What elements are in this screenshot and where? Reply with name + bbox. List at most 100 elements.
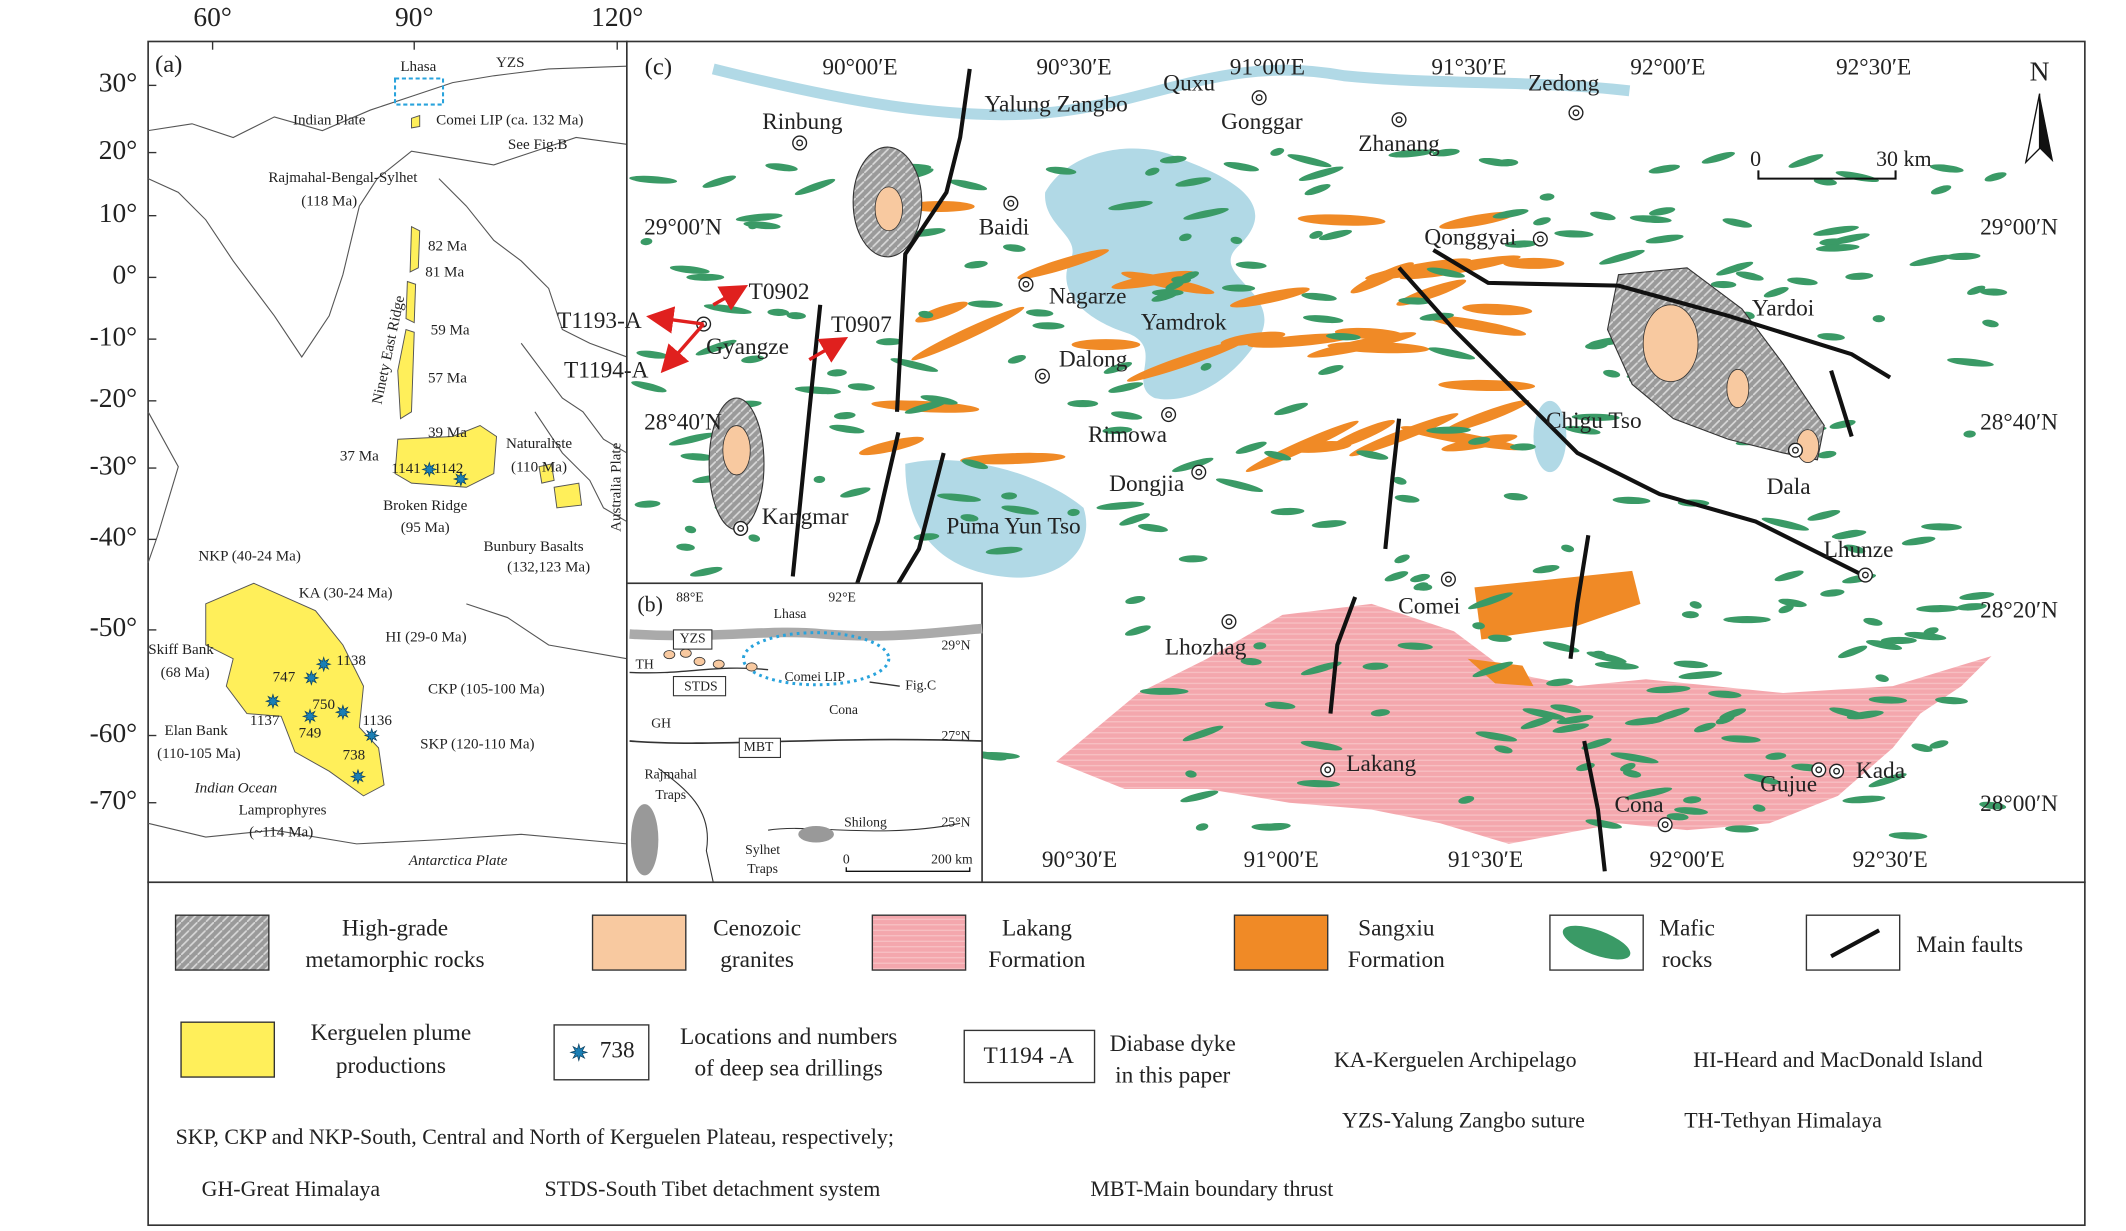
- map-label: 57 Ma: [428, 370, 467, 386]
- map-label: (95 Ma): [401, 520, 450, 536]
- map-label: (110-105 Ma): [157, 746, 241, 762]
- map-label: KA (30-24 Ma): [299, 586, 393, 602]
- mafic-rock: [1610, 752, 1659, 764]
- town: [1861, 571, 1869, 579]
- map-label: Comei LIP: [784, 669, 845, 684]
- legend-note: YZS-Yalung Zangbo suture: [1342, 1107, 1585, 1132]
- lat-tick-label: 28°40′N: [644, 410, 722, 436]
- sangxiu-formation: [1443, 399, 1530, 433]
- mafic-rock: [1623, 769, 1642, 778]
- mafic-rock: [1921, 523, 1962, 531]
- coastline: [147, 411, 179, 563]
- map-label: 747: [273, 669, 296, 685]
- town: [1440, 571, 1456, 587]
- mafic-rock: [813, 475, 826, 484]
- mafic-rock: [1625, 787, 1673, 800]
- lat-tick-label: 20°: [99, 135, 137, 165]
- lat-tick-label: 28°20′N: [1980, 597, 2058, 623]
- legend-swatch: [1830, 928, 1881, 959]
- town: [1572, 109, 1580, 117]
- map-label: 81 Ma: [425, 265, 464, 281]
- comei-lip: [741, 631, 891, 687]
- map-label: Fig.C: [905, 677, 936, 692]
- mafic-rock: [1909, 254, 1952, 267]
- lon-tick-label: 92°00′E: [1649, 847, 1724, 873]
- mafic-rock: [1178, 555, 1208, 563]
- fault: [790, 304, 823, 577]
- place-label: Rinbung: [762, 109, 843, 135]
- mafic-rock: [1230, 236, 1243, 245]
- fault: [1582, 740, 1607, 872]
- town: [733, 520, 749, 536]
- place-label: Kangmar: [762, 504, 849, 530]
- kerguelen-plume: [394, 424, 498, 488]
- legend-text: of deep sea drillings: [695, 1056, 883, 1082]
- mafic-rock: [1392, 476, 1407, 485]
- mafic-rock: [1370, 709, 1390, 717]
- place-label: Gonggar: [1221, 109, 1303, 135]
- mafic-rock: [1180, 790, 1219, 803]
- mafic-rock: [1235, 261, 1267, 269]
- sangxiu-formation: [1247, 333, 1354, 348]
- sample-arrow: [660, 322, 705, 374]
- sangxiu-formation: [859, 436, 925, 456]
- legend-text: Diabase dyke: [1110, 1031, 1236, 1057]
- mafic-rock: [1494, 745, 1513, 754]
- coastline: [438, 178, 628, 358]
- mafic-rock: [1504, 240, 1538, 248]
- mafic-rock: [1172, 457, 1214, 473]
- drill-site: [264, 693, 281, 710]
- drill-site: [315, 656, 332, 673]
- legend-note: KA-Kerguelen Archipelago: [1334, 1047, 1577, 1072]
- kerguelen-plume: [409, 225, 421, 273]
- legend-text: Main faults: [1916, 932, 2023, 958]
- lat-tick-label: -70°: [90, 785, 138, 815]
- sangxiu-formation: [1229, 287, 1310, 308]
- town: [1007, 199, 1015, 207]
- map-label: 1141: [391, 461, 421, 477]
- mafic-rock: [689, 566, 723, 577]
- mafic-rock: [1904, 631, 1947, 641]
- town: [1018, 276, 1034, 292]
- mafic-rock: [668, 432, 716, 446]
- mafic-rock: [937, 493, 981, 502]
- mafic-rock: [985, 546, 1023, 555]
- mafic-rock: [1533, 217, 1551, 226]
- label-box: [672, 629, 713, 650]
- fault: [1328, 596, 1358, 714]
- mafic-rock: [1603, 369, 1621, 378]
- mafic-rock: [1301, 292, 1337, 301]
- lat-tick-label: -10°: [90, 321, 138, 351]
- map-label: Elan Bank: [165, 723, 229, 739]
- mafic-rock: [1175, 177, 1212, 187]
- sangxiu-formation: [1350, 262, 1414, 294]
- mafic-rock: [1888, 832, 1928, 840]
- north-label: N: [2030, 57, 2050, 87]
- legend-text: Sangxiu: [1358, 916, 1435, 942]
- mafic-rock: [827, 369, 847, 377]
- mafic-body: [712, 659, 725, 669]
- mafic-rock: [1096, 501, 1145, 510]
- town: [1661, 821, 1669, 829]
- mafic-body: [679, 648, 692, 658]
- lat-tick-label: -40°: [90, 522, 138, 552]
- mafic-rock: [1721, 735, 1761, 743]
- coastline: [147, 136, 627, 358]
- mafic-rock: [1689, 601, 1702, 609]
- sangxiu-formation: [1327, 341, 1430, 354]
- map-label: Naturaliste: [506, 436, 572, 452]
- mafic-rock: [1646, 685, 1691, 694]
- mafic-rock: [1264, 701, 1296, 710]
- fault: [1383, 418, 1402, 550]
- mafic-rock: [1828, 233, 1870, 245]
- mafic-rock: [1270, 147, 1285, 156]
- town: [1536, 235, 1544, 243]
- map-label: SKP (120-110 Ma): [420, 737, 534, 753]
- sample-label: T1193-A: [557, 308, 642, 334]
- mafic-rock: [1145, 167, 1160, 176]
- mafic-rock: [1356, 450, 1389, 460]
- mafic-rock: [629, 175, 678, 184]
- map-label: 27°N: [941, 728, 970, 743]
- kerguelen-plume: [553, 482, 583, 509]
- drill-site: [303, 669, 320, 686]
